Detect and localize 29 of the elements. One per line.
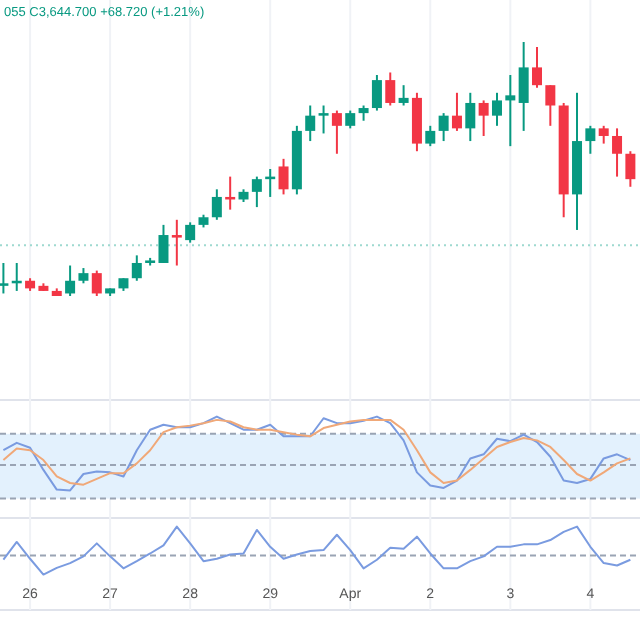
candlestick: [425, 124, 436, 148]
candlestick: [251, 175, 262, 209]
candlestick: [65, 264, 76, 297]
candlestick: [305, 104, 316, 143]
candlestick: [505, 74, 516, 148]
candlestick: [91, 269, 102, 297]
candlestick: [385, 71, 396, 107]
candlestick: [278, 157, 289, 196]
candlestick: [171, 218, 182, 267]
candlestick: [625, 150, 636, 188]
candlestick: [438, 112, 449, 143]
candlestick: [0, 261, 9, 295]
candlestick: [185, 221, 196, 244]
candlestick: [518, 41, 529, 132]
candlestick: [478, 99, 489, 137]
candlestick: [451, 91, 462, 132]
candlestick: [465, 91, 476, 143]
candlestick: [411, 91, 422, 153]
candlestick: [331, 109, 342, 155]
candlestick: [532, 46, 542, 89]
candlestick: [398, 84, 409, 107]
candlestick: [131, 254, 142, 282]
candlestick: [211, 188, 222, 221]
candlestick: [545, 84, 556, 127]
candlestick: [612, 127, 623, 178]
candlestick: [318, 104, 329, 135]
candlestick: [491, 91, 502, 127]
candlestick: [371, 74, 382, 112]
candlestick: [585, 124, 596, 155]
